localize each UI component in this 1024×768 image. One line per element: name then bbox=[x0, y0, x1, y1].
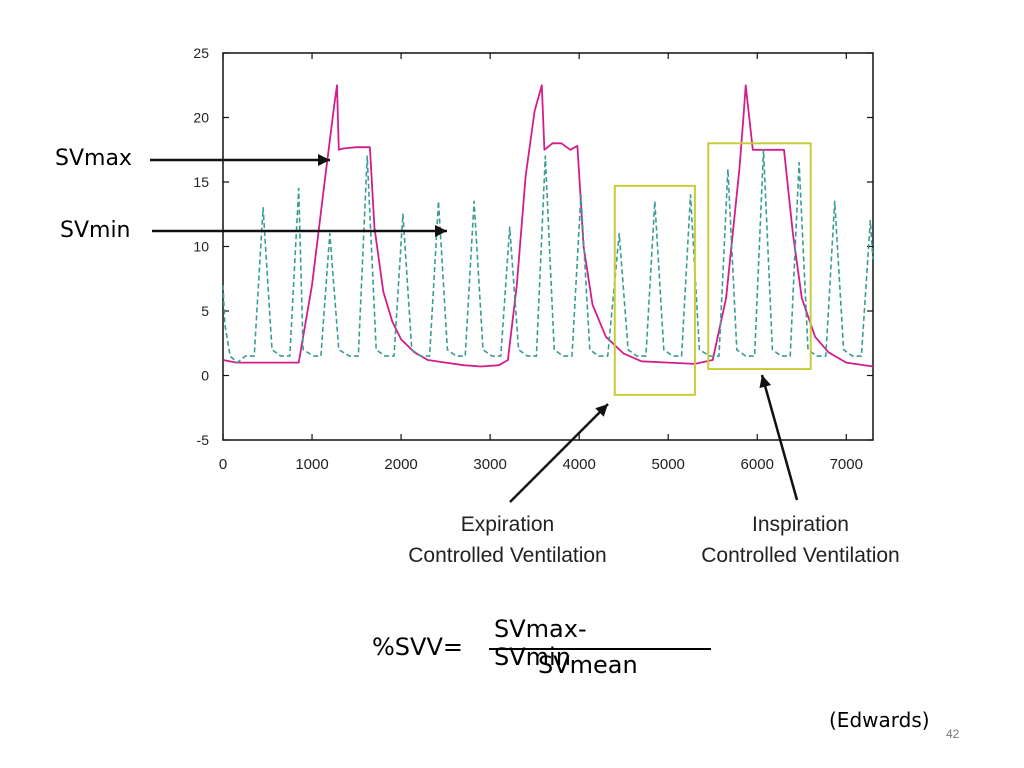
fraction-bar bbox=[489, 648, 711, 650]
x-tick-label: 4000 bbox=[562, 456, 595, 473]
source-credit: (Edwards) bbox=[829, 708, 930, 732]
svmax-label: SVmax bbox=[55, 146, 132, 171]
expiration-highlight-box bbox=[613, 184, 696, 396]
expiration-line2: Controlled Ventilation bbox=[408, 544, 607, 567]
y-tick-label: 20 bbox=[193, 110, 209, 126]
formula-lhs: %SVV= bbox=[372, 633, 463, 661]
svmax-arrow-head bbox=[318, 154, 330, 166]
inspiration-arrow bbox=[760, 374, 799, 501]
x-tick-label: 5000 bbox=[652, 456, 685, 473]
expiration-arrow-head bbox=[595, 404, 608, 417]
y-tick-label: 10 bbox=[193, 239, 209, 255]
x-tick-label: 6000 bbox=[741, 456, 774, 473]
svmin-arrow-head bbox=[435, 225, 447, 237]
svmin-label: SVmin bbox=[60, 218, 131, 243]
formula-denominator: SVmean bbox=[538, 651, 638, 679]
dashed-series-line bbox=[222, 149, 874, 364]
inspiration-highlight-box bbox=[707, 142, 812, 371]
expiration-line1: Expiration bbox=[460, 513, 555, 536]
inspiration-line2: Controlled Ventilation bbox=[701, 544, 900, 567]
expiration-annotation: Expiration Controlled Ventilation bbox=[375, 509, 640, 571]
solid-series-line bbox=[222, 84, 874, 368]
y-tick-label: 25 bbox=[193, 45, 209, 61]
inspiration-line1: Inspiration bbox=[752, 513, 849, 536]
y-tick-label: 15 bbox=[193, 174, 209, 190]
x-tick-label: 0 bbox=[219, 456, 227, 473]
x-tick-label: 1000 bbox=[295, 456, 328, 473]
x-tick-label: 3000 bbox=[473, 456, 506, 473]
inspiration-annotation: Inspiration Controlled Ventilation bbox=[668, 509, 933, 571]
x-tick-label: 2000 bbox=[384, 456, 417, 473]
x-tick-label: 7000 bbox=[830, 456, 863, 473]
y-tick-label: 5 bbox=[201, 303, 209, 319]
page-number: 42 bbox=[946, 727, 960, 741]
y-tick-label: 0 bbox=[201, 368, 209, 384]
formula-numerator: SVmax-SVmin bbox=[494, 615, 587, 671]
inspiration-arrow-head bbox=[759, 375, 772, 389]
plot-frame bbox=[222, 52, 874, 441]
expiration-arrow bbox=[509, 403, 609, 503]
y-tick-label: -5 bbox=[197, 432, 210, 448]
